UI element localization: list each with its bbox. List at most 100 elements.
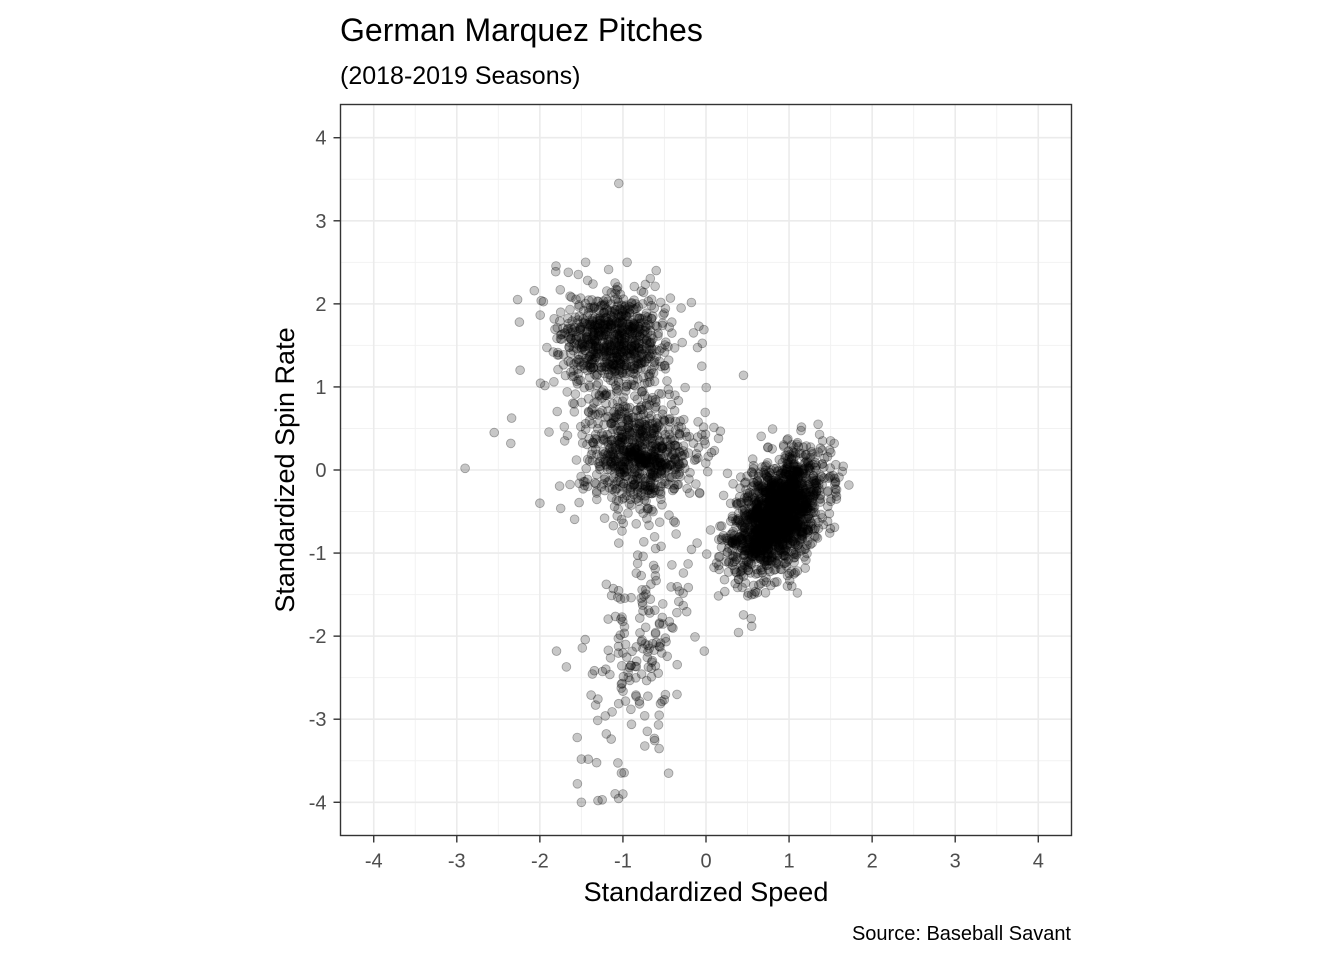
data-point [696, 361, 707, 372]
data-point [782, 471, 792, 482]
data-point [748, 530, 759, 540]
data-point [672, 607, 682, 618]
data-point [770, 531, 781, 541]
data-point [735, 497, 746, 508]
data-point [789, 501, 799, 512]
data-point [642, 652, 653, 663]
x-tick-label: 3 [950, 851, 961, 873]
data-point [764, 530, 775, 540]
data-point [809, 487, 819, 498]
data-point [612, 285, 622, 295]
data-point [749, 534, 759, 545]
data-point [778, 488, 788, 499]
data-point [781, 531, 792, 542]
data-point [796, 506, 806, 517]
data-point [657, 405, 668, 415]
data-point [747, 509, 758, 520]
data-point [736, 565, 747, 576]
data-point [773, 559, 784, 570]
data-point [768, 523, 779, 533]
data-point [762, 472, 773, 482]
data-point [755, 510, 766, 520]
data-point [738, 610, 749, 620]
data-point [762, 505, 773, 516]
data-point [778, 474, 789, 485]
data-point [762, 555, 773, 566]
data-point [631, 642, 642, 652]
data-point [512, 294, 523, 305]
data-point [669, 405, 680, 416]
data-point [794, 508, 804, 518]
data-point [653, 720, 664, 730]
data-point [774, 491, 784, 502]
data-point [775, 520, 786, 531]
data-point [765, 536, 775, 547]
data-point [757, 511, 768, 522]
data-point [626, 719, 637, 730]
data-point [769, 536, 779, 547]
data-point [780, 450, 790, 461]
data-point [774, 523, 785, 534]
data-point [790, 477, 800, 488]
data-point [780, 479, 790, 490]
data-point [766, 480, 777, 491]
data-point [569, 399, 580, 409]
data-point [742, 471, 752, 482]
data-point [744, 547, 755, 558]
data-point [766, 481, 776, 492]
data-point [655, 638, 666, 648]
data-point [782, 532, 793, 542]
data-point [608, 520, 619, 531]
data-point [623, 436, 634, 447]
data-point [774, 507, 785, 518]
data-point [578, 317, 589, 328]
data-point [783, 507, 794, 518]
data-point [728, 478, 738, 489]
data-point [775, 490, 785, 501]
data-points [460, 178, 854, 808]
data-point [762, 475, 773, 486]
data-point [759, 468, 769, 478]
data-point [748, 542, 759, 553]
data-point [772, 489, 782, 499]
data-point [749, 538, 760, 548]
data-point [744, 503, 754, 514]
data-point [668, 516, 679, 526]
data-point [790, 511, 800, 522]
data-point [626, 660, 636, 671]
data-point [630, 672, 641, 683]
data-point [794, 516, 804, 527]
data-point [747, 482, 757, 492]
data-point [576, 754, 587, 764]
data-point [775, 514, 785, 525]
data-point [460, 463, 470, 474]
y-tick-label: 4 [315, 128, 326, 150]
data-point [748, 580, 759, 591]
data-point [582, 334, 592, 345]
data-point [765, 580, 776, 591]
data-point [791, 549, 802, 560]
data-point [733, 508, 744, 519]
data-point [756, 524, 767, 534]
data-point [783, 523, 793, 533]
data-point [769, 463, 779, 474]
data-point [797, 465, 808, 476]
data-point [691, 448, 702, 459]
data-point [759, 520, 770, 530]
data-point [625, 350, 636, 361]
data-point [783, 474, 794, 484]
data-point [745, 514, 756, 525]
data-point [740, 530, 751, 540]
data-point [765, 468, 775, 478]
data-point [535, 498, 545, 509]
data-point [822, 501, 833, 512]
data-point [619, 767, 629, 778]
data-point [713, 560, 724, 571]
x-tick-label: 0 [700, 851, 711, 873]
data-point [618, 294, 629, 305]
data-point [584, 456, 595, 466]
data-point [786, 525, 797, 535]
data-point [785, 484, 795, 495]
data-point [759, 509, 769, 520]
data-point [755, 544, 766, 555]
